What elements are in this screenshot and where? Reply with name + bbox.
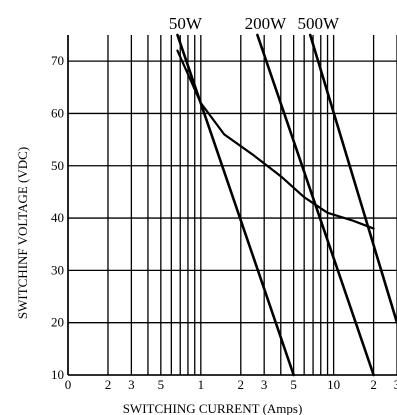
- x-axis-title: SWITCHING CURRENT (Amps): [123, 401, 303, 415]
- x-tick-label: 0: [65, 377, 72, 392]
- label-layer: 10 20 30 40 50 60 70 0 2 3 5 1 2 3 5 10 2 3 SWITCHING CURR…: [15, 14, 397, 415]
- y-tick-label: 70: [51, 53, 64, 68]
- y-tick-label: 40: [51, 210, 64, 225]
- x-tick-label: 3: [261, 377, 268, 392]
- x-tick-label: 3: [128, 377, 135, 392]
- x-tick-label: 5: [158, 377, 165, 392]
- y-axis-title: SWITCHINF VOLTAGE (VDC): [15, 147, 30, 319]
- y-tick-label: 10: [51, 367, 64, 382]
- series-label-200w: 200W: [245, 14, 288, 33]
- x-tick-label: 3: [394, 377, 397, 392]
- x-tick-label: 2: [370, 377, 377, 392]
- x-tick-label: 5: [290, 377, 297, 392]
- y-tick-label: 20: [51, 315, 64, 330]
- x-tick-label: 10: [327, 377, 340, 392]
- series-label-50w: 50W: [169, 14, 203, 33]
- axis-layer: [67, 35, 397, 376]
- x-tick-label: 2: [105, 377, 112, 392]
- series-layer: [176, 33, 397, 377]
- x-tick-label: 2: [238, 377, 245, 392]
- safe-operating-curve: [176, 49, 375, 230]
- y-tick-label: 50: [51, 158, 64, 173]
- y-tick-label: 60: [51, 105, 64, 120]
- y-tick-label: 30: [51, 262, 64, 277]
- series-label-500w: 500W: [297, 14, 340, 33]
- series-line-500w: [308, 33, 397, 324]
- grid-layer: [67, 35, 397, 376]
- x-tick-label: 1: [198, 377, 205, 392]
